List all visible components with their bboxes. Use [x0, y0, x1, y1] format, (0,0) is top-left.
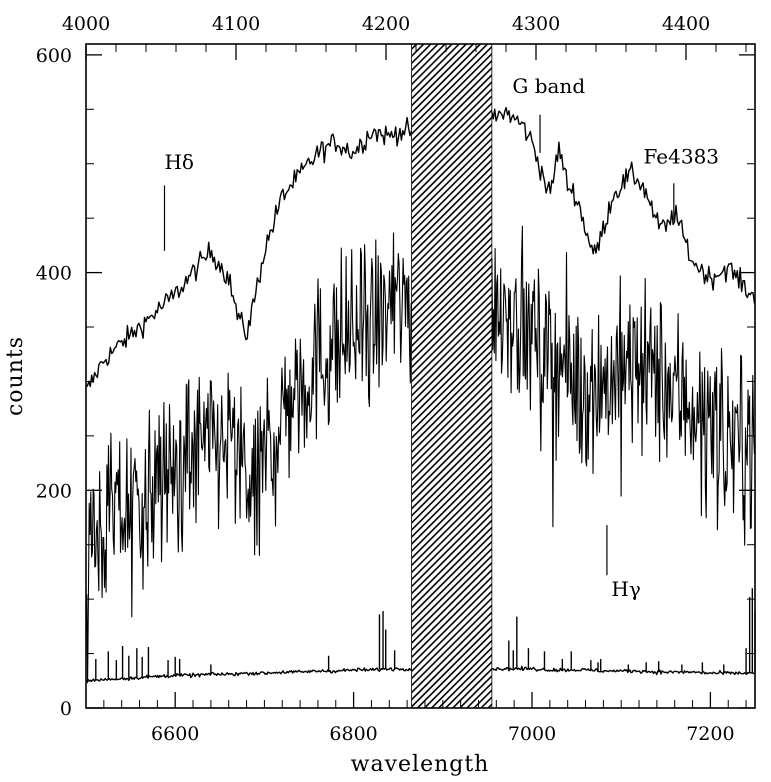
series-line-sky: [85, 665, 755, 683]
annotation-label: Hδ: [164, 150, 193, 174]
x-tick-label: 7000: [508, 723, 556, 745]
top-tick-label: 4300: [512, 13, 560, 35]
series-line-noisy: [85, 225, 755, 684]
masked-region: [411, 43, 493, 709]
y-tick-label: 400: [36, 263, 72, 285]
x-tick-label: 6800: [329, 723, 377, 745]
series-line-smooth: [85, 106, 756, 388]
y-tick-label: 0: [60, 698, 72, 720]
plot-frame: [85, 43, 756, 709]
annotation-label: Hγ: [611, 577, 640, 601]
top-tick-label: 4400: [662, 13, 710, 35]
top-tick-label: 4000: [62, 13, 110, 35]
y-tick-label: 600: [36, 45, 72, 67]
x-tick-label: 6600: [151, 723, 199, 745]
top-tick-label: 4100: [212, 13, 260, 35]
top-tick-label: 4200: [362, 13, 410, 35]
x-tick-label: 7200: [686, 723, 734, 745]
y-tick-label: 200: [36, 480, 72, 502]
y-axis-label: counts: [3, 336, 28, 416]
annotation-label: Fe4383: [644, 145, 720, 169]
x-axis-label: wavelength: [351, 752, 490, 777]
annotation-label: G band: [512, 74, 585, 98]
